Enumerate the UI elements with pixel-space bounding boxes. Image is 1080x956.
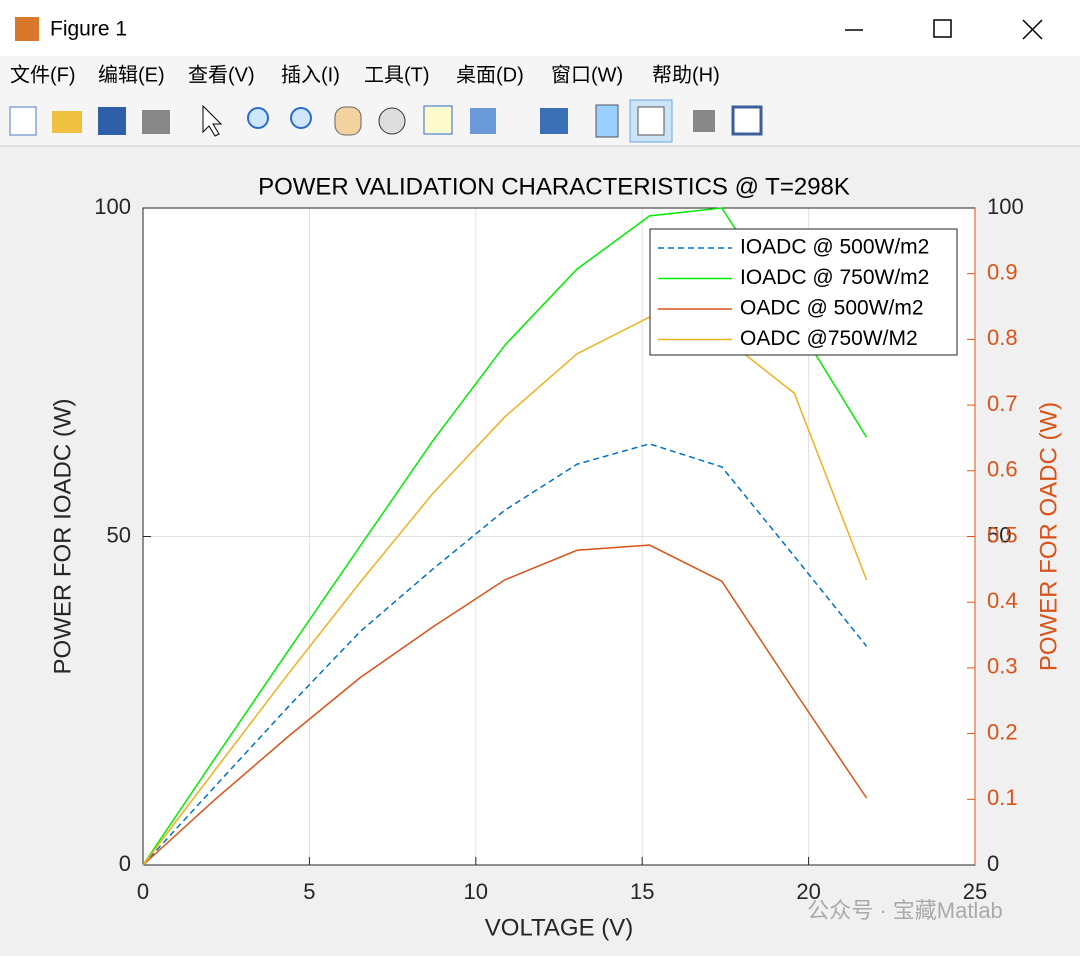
app-icon	[15, 17, 39, 41]
menu-item[interactable]: 文件(F)	[10, 63, 76, 86]
menu-item[interactable]: 编辑(E)	[98, 63, 165, 86]
legend-label: OADC @750W/M2	[740, 327, 918, 350]
watermark: 公众号 · 宝藏Matlab	[807, 898, 1003, 923]
maximize-button[interactable]	[933, 19, 952, 38]
tool-hide[interactable]	[693, 110, 715, 132]
x-tick-label: 15	[630, 879, 654, 904]
menu-item[interactable]: 帮助(H)	[652, 63, 720, 86]
tool-datatip[interactable]	[423, 105, 453, 135]
menu-item[interactable]: 窗口(W)	[551, 63, 623, 86]
x-tick-label: 10	[464, 879, 488, 904]
tool-select[interactable]	[202, 104, 223, 137]
tool-link[interactable]	[540, 108, 568, 134]
x-tick-label: 5	[303, 879, 315, 904]
legend-label: IOADC @ 750W/m2	[740, 266, 929, 289]
y2-tick-label: 0.2	[987, 719, 1018, 744]
tool-brush[interactable]	[470, 108, 496, 134]
toolbar-icons	[9, 99, 763, 143]
window-title: Figure 1	[50, 18, 127, 41]
menu-item[interactable]: 工具(T)	[364, 64, 430, 86]
tool-open[interactable]	[52, 111, 82, 133]
x-tick-label: 25	[963, 879, 987, 904]
y2-tick-label: 0.1	[987, 785, 1018, 810]
x-tick-label: 20	[796, 879, 820, 904]
y-tick-label-right: 100	[987, 194, 1024, 219]
x-axis-label: VOLTAGE (V)	[485, 914, 633, 941]
y-tick-label-right: 50	[987, 522, 1011, 547]
legend-label: IOADC @ 500W/m2	[740, 236, 929, 259]
tool-colorbar[interactable]	[595, 104, 619, 138]
y2-axis-label: POWER FOR OADC (W)	[1035, 402, 1062, 671]
tool-print[interactable]	[142, 110, 170, 134]
x-tick-label: 0	[137, 879, 149, 904]
y2-tick-label: 0.3	[987, 654, 1018, 679]
close-button[interactable]	[1022, 19, 1043, 40]
y-tick-label: 0	[119, 851, 131, 876]
menu-item[interactable]: 桌面(D)	[456, 63, 524, 86]
tool-new[interactable]	[9, 106, 37, 136]
y2-tick-label: 0.4	[987, 588, 1018, 613]
y-tick-label-right: 0	[987, 851, 999, 876]
tool-rotate[interactable]	[378, 107, 406, 135]
tool-zoom-out[interactable]	[290, 107, 312, 129]
y2-tick-label: 0.5	[987, 522, 1018, 547]
series-line	[142, 544, 868, 866]
legend: IOADC @ 500W/m2 IOADC @ 750W/m2 OADC @ 500…	[649, 228, 958, 356]
y-axis-label: POWER FOR IOADC (W)	[49, 399, 76, 675]
y2-tick-label: 0.7	[987, 391, 1018, 416]
tool-zoom-in[interactable]	[247, 107, 269, 129]
y-tick-label: 50	[107, 522, 131, 547]
tool-save[interactable]	[98, 107, 126, 135]
tool-legend-icon	[637, 106, 665, 136]
y2-tick-label: 0.9	[987, 260, 1018, 285]
y-tick-label: 100	[94, 194, 131, 219]
menu-bar	[0, 56, 1080, 96]
y2-tick-label: 0.8	[987, 325, 1018, 350]
chart-title: POWER VALIDATION CHARACTERISTICS @ T=298…	[258, 173, 850, 200]
legend-box	[649, 228, 958, 356]
series-line	[142, 443, 868, 866]
tool-show[interactable]	[731, 105, 763, 136]
legend-label: OADC @ 500W/m2	[740, 297, 924, 320]
y2-tick-label: 0.6	[987, 457, 1018, 482]
menu-item[interactable]: 插入(I)	[281, 63, 340, 86]
menu: 文件(F) 编辑(E) 查看(V) 插入(I) 工具(T) 桌面(D) 窗口(W) 帮助(H)	[10, 63, 720, 86]
tool-pan[interactable]	[334, 106, 362, 136]
menu-item[interactable]: 查看(V)	[188, 63, 255, 86]
title-bar	[0, 0, 1080, 56]
